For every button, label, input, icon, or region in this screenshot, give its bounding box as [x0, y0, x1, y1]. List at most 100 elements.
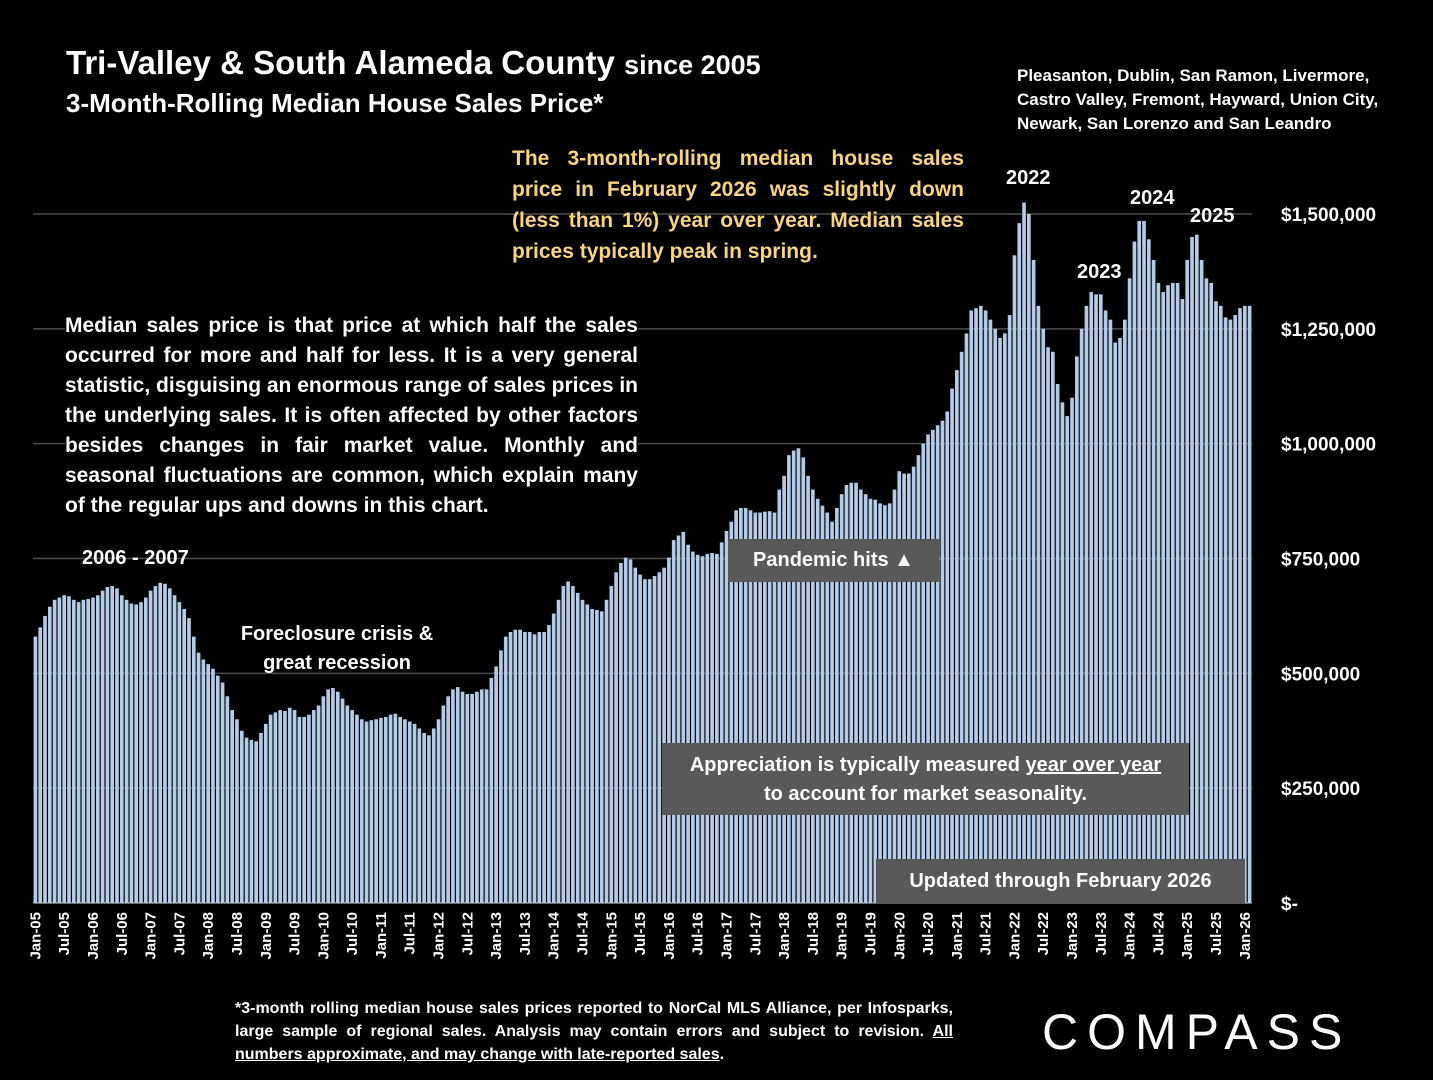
price-bar [321, 696, 326, 903]
price-bar [811, 489, 815, 903]
price-bar [331, 688, 335, 903]
price-bar [499, 650, 503, 903]
price-bar [609, 586, 614, 903]
price-bar [403, 719, 407, 903]
price-bar [619, 563, 623, 903]
price-bar [767, 511, 772, 903]
price-bar [244, 737, 249, 903]
x-tick-label: Jan-23 [1064, 912, 1081, 960]
price-bar [105, 586, 110, 903]
price-bar [407, 721, 412, 903]
price-bar [868, 498, 873, 903]
price-bar [1242, 305, 1247, 903]
label-foreclosure: Foreclosure crisis & great recession [232, 620, 442, 678]
price-bar [139, 602, 143, 903]
x-tick-label: Jul-24 [1150, 911, 1167, 955]
x-tick-label: Jul-16 [690, 912, 707, 955]
price-bar [451, 689, 455, 903]
foreclosure-line2: great recession [263, 652, 411, 674]
x-tick-label: Jul-13 [517, 912, 534, 955]
price-bar [431, 728, 436, 903]
price-bar [695, 554, 700, 903]
price-bar [959, 351, 964, 903]
price-bar [355, 714, 359, 903]
price-bar [470, 694, 474, 903]
price-bar [52, 599, 57, 903]
price-bar [1247, 305, 1252, 903]
price-bar [652, 575, 657, 903]
price-bar [772, 512, 777, 903]
price-bar [998, 338, 1002, 903]
price-bar [633, 567, 638, 903]
price-bar [369, 720, 374, 903]
price-bar [307, 714, 311, 903]
price-bar [196, 652, 201, 903]
x-tick-label: Jan-12 [431, 912, 448, 960]
price-bar [566, 581, 570, 903]
price-bar [225, 696, 230, 903]
price-bar [523, 631, 527, 903]
price-bar [124, 599, 129, 903]
price-bar [705, 553, 710, 903]
price-bar [129, 603, 134, 903]
price-bar [33, 636, 38, 903]
price-bar [364, 721, 369, 903]
x-tick-label: Jan-08 [200, 912, 217, 960]
price-bar [1161, 292, 1166, 904]
price-bar [100, 590, 105, 903]
price-bar [1089, 292, 1094, 904]
price-bar [734, 510, 738, 903]
price-bar [191, 636, 196, 903]
pandemic-label: Pandemic hits ▲ [728, 539, 939, 582]
title-suffix: since 2005 [624, 50, 761, 80]
price-bar [907, 473, 911, 903]
price-bar [1238, 308, 1242, 903]
price-bar [302, 716, 306, 903]
price-bar [316, 705, 321, 903]
price-bar [177, 602, 182, 903]
price-bar [422, 733, 426, 903]
x-tick-label: Jul-14 [575, 911, 592, 955]
price-bar [455, 687, 460, 903]
price-bar [374, 719, 378, 903]
title-main: Tri-Valley & South Alameda County [66, 44, 615, 81]
price-bar [412, 723, 417, 903]
x-tick-label: Jul-21 [978, 912, 995, 955]
x-tick-label: Jul-22 [1035, 912, 1052, 955]
x-tick-label: Jan-18 [776, 912, 793, 960]
x-tick-label: Jan-26 [1237, 912, 1254, 960]
price-bar [955, 370, 959, 903]
price-bar [62, 595, 67, 903]
price-bar [935, 425, 940, 903]
price-bar [235, 719, 239, 903]
price-bar [547, 625, 551, 903]
price-bar [719, 542, 724, 903]
x-tick-label: Jul-09 [287, 912, 304, 955]
price-bar [748, 510, 753, 903]
price-bar [878, 503, 882, 903]
price-bar [1046, 347, 1050, 904]
price-bar [436, 719, 441, 903]
price-bar [532, 634, 537, 903]
price-bar [825, 512, 830, 903]
price-bar [1108, 319, 1113, 903]
price-bar [1137, 220, 1142, 903]
footnote: *3-month rolling median house sales pric… [235, 997, 953, 1066]
price-bar [335, 691, 340, 903]
price-bar [43, 615, 47, 903]
price-bar [729, 521, 734, 903]
price-bar [1041, 328, 1046, 904]
price-bar [604, 599, 609, 903]
price-bar [623, 557, 628, 903]
price-bar [1185, 259, 1190, 903]
footnote-end: . [719, 1046, 725, 1063]
price-bar [551, 613, 556, 903]
appreciation-pre: Appreciation is typically measured [689, 754, 1026, 776]
label-2024: 2024 [1130, 187, 1175, 209]
compass-logo: COMPASS [1042, 1004, 1352, 1060]
price-bar [1012, 255, 1017, 904]
price-bar [398, 716, 402, 903]
x-tick-label: Jan-21 [949, 912, 966, 960]
price-bar [230, 710, 234, 903]
price-bar [796, 448, 801, 903]
